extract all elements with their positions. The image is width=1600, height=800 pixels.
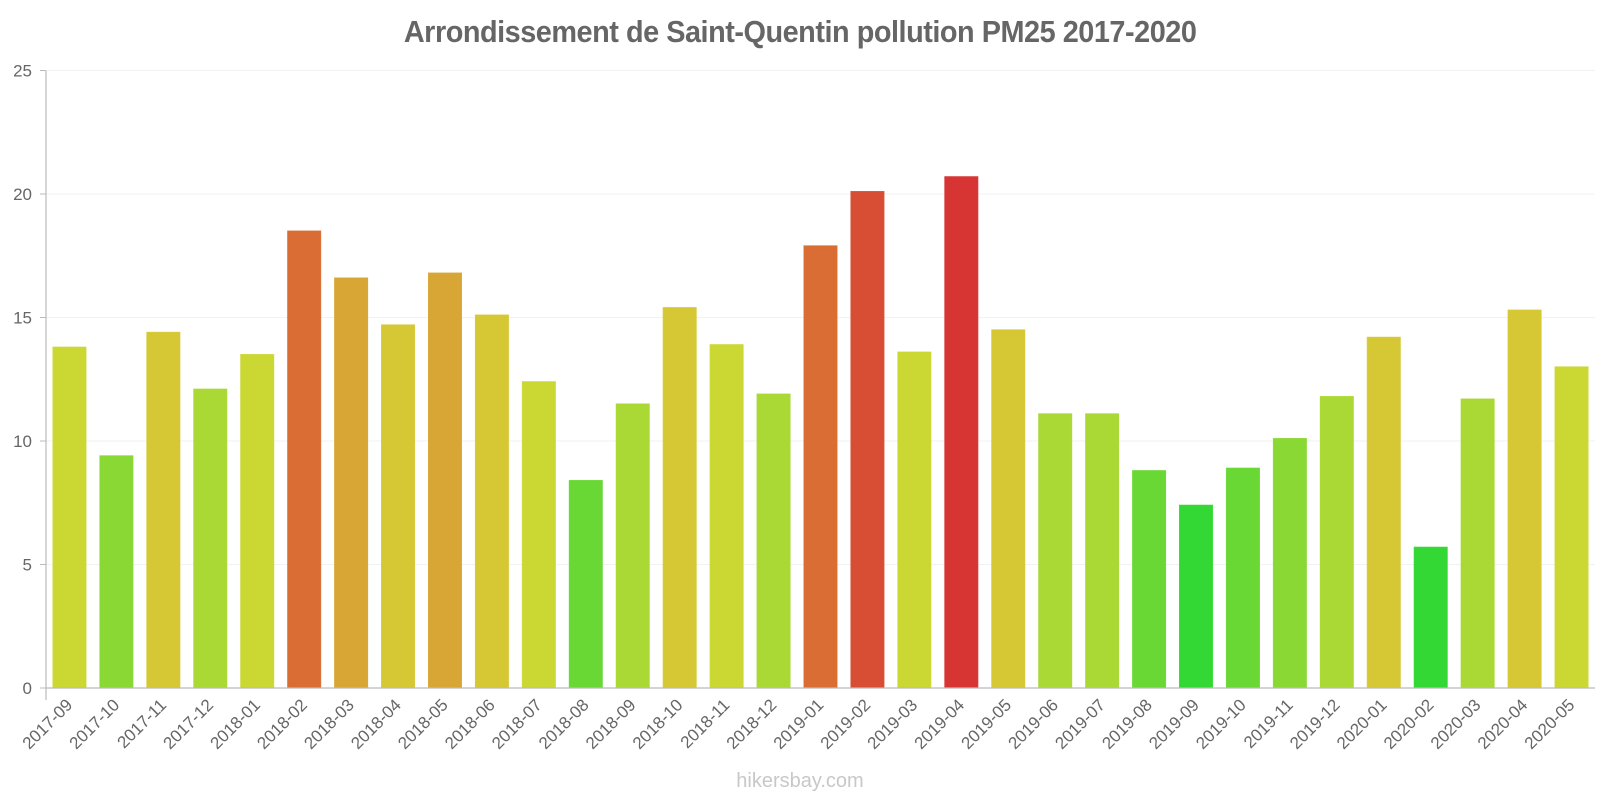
bar-2018-04[interactable] [381, 324, 416, 689]
x-tick-label: 2018-03 [300, 695, 358, 753]
x-tick-label: 2019-11 [1240, 695, 1297, 752]
x-tick-label: 2019-03 [864, 695, 922, 753]
x-tick-label: 2019-09 [1145, 695, 1203, 753]
chart-title: Arrondissement de Saint-Quentin pollutio… [0, 14, 1600, 50]
bar-2020-03[interactable] [1460, 398, 1495, 689]
x-tick-label: 2020-04 [1474, 695, 1532, 753]
x-tick-label: 2018-06 [441, 695, 499, 753]
bar-2018-09[interactable] [615, 403, 650, 689]
bar-2018-11[interactable] [709, 344, 744, 689]
x-tick-label: 2018-08 [535, 695, 593, 753]
bar-2019-03[interactable] [897, 351, 932, 689]
bar-2019-08[interactable] [1132, 470, 1167, 689]
x-tick-label: 2019-02 [817, 695, 875, 753]
bar-2018-06[interactable] [474, 314, 509, 689]
bar-2019-02[interactable] [850, 191, 885, 689]
y-tick-label: 5 [23, 556, 32, 575]
x-tick-label: 2017-11 [114, 695, 171, 752]
y-tick-label: 15 [13, 309, 32, 328]
x-axis: 2017-092017-102017-112017-122018-012018-… [19, 687, 1595, 753]
x-tick-label: 2018-05 [394, 695, 452, 753]
bar-2018-02[interactable] [287, 230, 322, 689]
x-tick-label: 2018-07 [488, 695, 546, 753]
bar-2019-01[interactable] [803, 245, 838, 689]
x-tick-label: 2017-10 [66, 695, 124, 753]
bar-2018-08[interactable] [568, 480, 603, 689]
bar-2018-05[interactable] [427, 272, 462, 689]
bar-2017-12[interactable] [193, 388, 228, 689]
bar-2019-10[interactable] [1225, 467, 1260, 689]
bar-2019-04[interactable] [944, 176, 979, 689]
x-tick-label: 2019-08 [1098, 695, 1156, 753]
x-tick-label: 2019-04 [911, 695, 969, 753]
x-tick-label: 2019-10 [1192, 695, 1250, 753]
x-tick-label: 2020-01 [1333, 695, 1391, 753]
x-tick-label: 2020-05 [1521, 695, 1579, 753]
watermark: hikersbay.com [736, 770, 864, 792]
x-tick-label: 2017-09 [19, 695, 77, 753]
bars [52, 176, 1589, 689]
bar-2018-10[interactable] [662, 307, 697, 689]
x-tick-label: 2018-10 [629, 695, 687, 753]
x-tick-label: 2020-03 [1427, 695, 1485, 753]
x-tick-label: 2018-09 [582, 695, 640, 753]
x-tick-label: 2019-05 [958, 695, 1016, 753]
x-tick-label: 2018-04 [347, 695, 405, 753]
bar-2017-11[interactable] [146, 331, 181, 689]
bar-2020-04[interactable] [1507, 309, 1542, 689]
x-tick-label: 2020-02 [1380, 695, 1438, 753]
chart-title-text: Arrondissement de Saint-Quentin pollutio… [403, 14, 1197, 49]
bar-2019-11[interactable] [1272, 438, 1307, 689]
bar-2018-01[interactable] [240, 354, 275, 689]
bar-2018-03[interactable] [334, 277, 369, 689]
bar-2019-07[interactable] [1085, 413, 1120, 689]
x-tick-label: 2018-11 [677, 695, 734, 752]
bar-2020-01[interactable] [1366, 336, 1401, 689]
x-tick-label: 2017-12 [160, 695, 218, 753]
x-tick-label: 2019-07 [1051, 695, 1109, 753]
x-tick-label: 2019-12 [1286, 695, 1344, 753]
bar-2020-02[interactable] [1413, 546, 1448, 689]
x-tick-label: 2019-06 [1004, 695, 1062, 753]
bar-2020-05[interactable] [1554, 366, 1589, 689]
bar-2018-12[interactable] [756, 393, 791, 689]
y-tick-label: 25 [13, 62, 32, 81]
bar-2019-12[interactable] [1319, 396, 1354, 689]
bar-2017-09[interactable] [52, 346, 87, 689]
y-axis: 0 5 10 15 20 25 [13, 62, 47, 700]
x-tick-label: 2018-01 [207, 695, 265, 753]
y-tick-label: 20 [13, 185, 32, 204]
bar-2018-07[interactable] [521, 381, 556, 689]
x-tick-label: 2018-02 [253, 695, 311, 753]
x-tick-label: 2018-12 [723, 695, 781, 753]
x-tick-label: 2019-01 [770, 695, 828, 753]
bar-2017-10[interactable] [99, 455, 134, 689]
y-tick-label: 0 [23, 679, 32, 698]
y-tick-label: 10 [13, 432, 32, 451]
bar-2019-06[interactable] [1038, 413, 1073, 689]
bar-2019-05[interactable] [991, 329, 1026, 689]
bar-2019-09[interactable] [1179, 504, 1214, 689]
